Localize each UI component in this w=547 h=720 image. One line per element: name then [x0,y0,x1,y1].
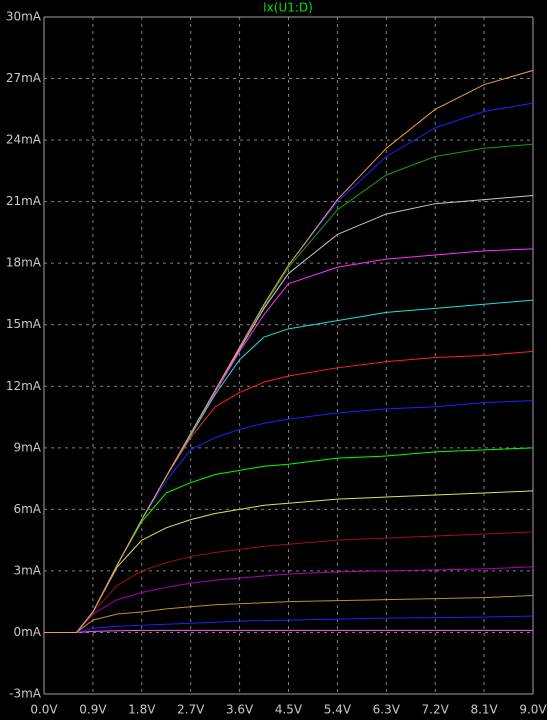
x-tick-label: 7.2V [422,703,450,717]
y-tick-label: 27mA [6,71,42,85]
x-tick-label: 8.1V [470,703,498,717]
chart-title: Ix(U1:D) [263,1,313,15]
series-line [44,566,534,633]
series-line [44,615,534,633]
y-tick-label: 24mA [6,133,42,147]
y-tick-label: 21mA [6,194,42,208]
x-tick-label: 6.3V [373,703,401,717]
x-tick-label: 2.7V [177,703,205,717]
series-line [44,69,534,633]
series-line [44,629,533,633]
y-tick-label: 3mA [13,563,41,577]
y-tick-label: 0mA [13,625,41,639]
x-tick-label: 0.9V [79,703,107,717]
x-tick-label: 4.5V [275,703,303,717]
y-tick-label: 6mA [13,502,41,516]
x-tick-label: 1.8V [128,703,156,717]
y-tick-label: 12mA [6,379,42,393]
x-tick-label: 5.4V [324,703,352,717]
x-tick-label: 3.6V [226,703,254,717]
y-tick-label: 18mA [6,256,42,270]
x-tick-label: 0.0V [30,703,58,717]
y-tick-label: 9mA [13,440,41,454]
y-tick-label: 30mA [6,10,42,24]
y-tick-label: -3mA [9,687,42,701]
x-tick-label: 9.0V [519,703,547,717]
series-line [44,595,534,633]
y-tick-label: 15mA [6,317,42,331]
